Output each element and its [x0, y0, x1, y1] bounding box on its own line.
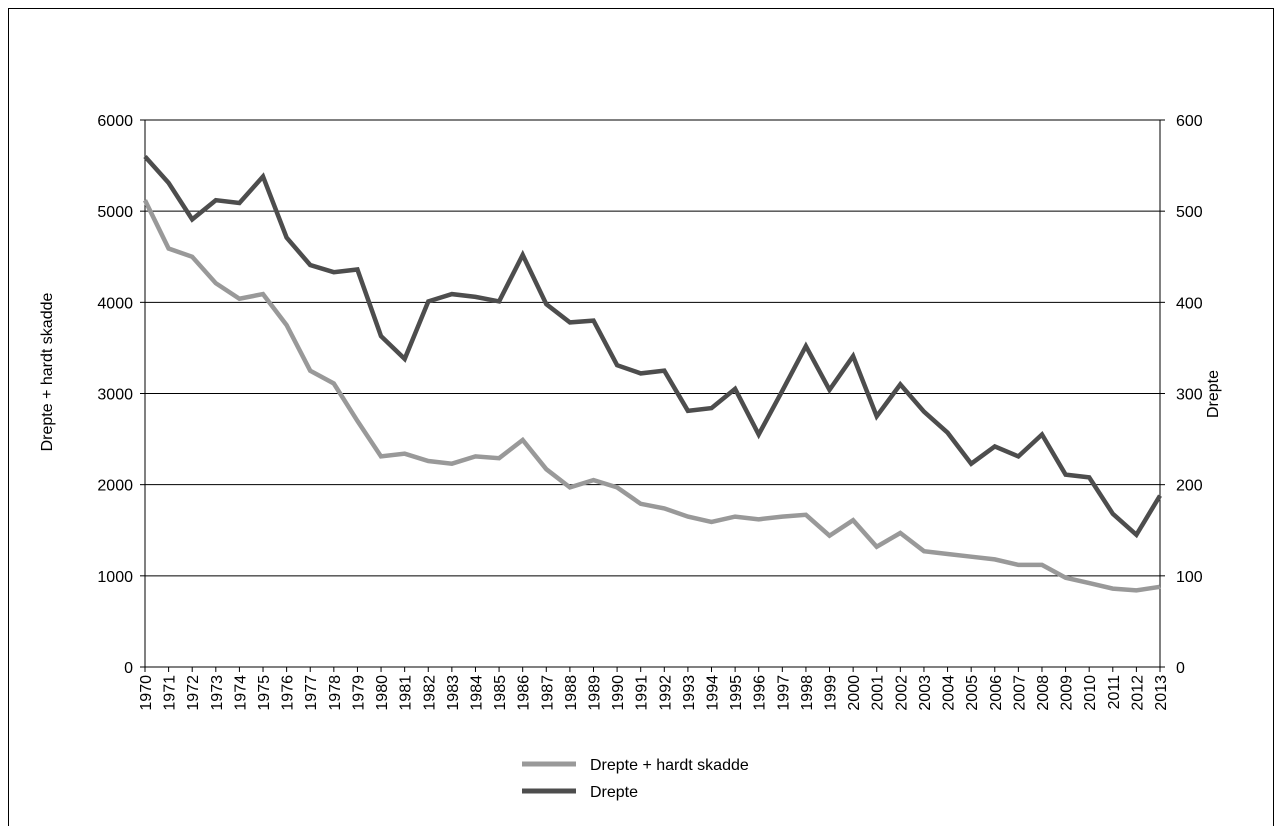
x-tick-label: 2003: [917, 675, 934, 711]
y-axis-left-label: Drepte + hardt skadde: [39, 293, 56, 452]
x-tick-label: 1976: [280, 675, 297, 711]
y-right-tick-label: 300: [1176, 387, 1203, 404]
x-tick-label: 1977: [303, 675, 320, 711]
x-tick-label: 1973: [209, 675, 226, 711]
x-tick-label: 1999: [823, 675, 840, 711]
y-left-tick-label: 5000: [97, 204, 133, 221]
x-tick-label: 1979: [350, 675, 367, 711]
x-tick-label: 2008: [1035, 675, 1052, 711]
x-tick-label: 2010: [1082, 675, 1099, 711]
series-lines: [142, 155, 1162, 593]
x-tick-label: 1974: [232, 675, 249, 711]
y-right-tick-label: 600: [1176, 113, 1203, 130]
x-tick-label: 1971: [162, 675, 179, 711]
x-tick-label: 2006: [988, 675, 1005, 711]
x-tick-label: 2005: [964, 675, 981, 711]
legend-label-series-2: Drepte: [590, 784, 638, 801]
x-tick-label: 1996: [752, 675, 769, 711]
y-right-tick-label: 500: [1176, 204, 1203, 221]
x-tick-label: 2009: [1059, 675, 1076, 711]
x-tick-label: 1988: [563, 675, 580, 711]
x-tick-label: 1989: [586, 675, 603, 711]
y-right-tick-label: 400: [1176, 295, 1203, 312]
x-tick-label: 1984: [468, 675, 485, 711]
y-left-tick-label: 0: [124, 660, 133, 677]
x-tick-label: 1983: [445, 675, 462, 711]
y-right-tick-label: 100: [1176, 569, 1203, 586]
x-tick-label: 1985: [492, 675, 509, 711]
x-tick-label: 1970: [138, 675, 155, 711]
x-tick-label: 1993: [681, 675, 698, 711]
x-tick-label: 1975: [256, 675, 273, 711]
x-tick-label: 1986: [516, 675, 533, 711]
x-tick-label: 1991: [634, 675, 651, 711]
y-left-tick-label: 2000: [97, 478, 133, 495]
x-tick-label: 2000: [846, 675, 863, 711]
x-tick-label: 1994: [705, 675, 722, 711]
y-axis-right-label: Drepte: [1205, 370, 1222, 418]
x-tick-label: 1980: [374, 675, 391, 711]
x-tick-label: 1998: [799, 675, 816, 711]
x-tick-label: 1992: [657, 675, 674, 711]
x-tick-label: 2011: [1106, 675, 1123, 710]
x-tick-label: 2013: [1153, 675, 1170, 711]
gridlines: [145, 119, 1160, 577]
x-tick-label: 1987: [539, 675, 556, 711]
y-left-tick-label: 1000: [97, 569, 133, 586]
x-tick-label: 1997: [775, 675, 792, 711]
y-left-tick-label: 4000: [97, 295, 133, 312]
x-tick-label: 1981: [398, 675, 415, 711]
tick-labels: 0 1000 2000 3000 4000 5000 6000 0 100 200 300 400 50…: [97, 113, 1202, 711]
series-line-2: [143, 155, 1162, 539]
y-right-tick-label: 200: [1176, 478, 1203, 495]
y-left-tick-label: 6000: [97, 113, 133, 130]
x-tick-label: 2001: [870, 675, 887, 711]
y-right-tick-label: 0: [1176, 660, 1185, 677]
chart-frame: [8, 8, 1274, 826]
x-tick-label: 1972: [185, 675, 202, 711]
x-tick-label: 2012: [1129, 675, 1146, 711]
legend-label-series-1: Drepte + hardt skadde: [590, 757, 749, 774]
x-tick-label: 2004: [941, 675, 958, 711]
series-line-1: [142, 199, 1161, 593]
y-left-tick-label: 3000: [97, 387, 133, 404]
x-tick-label: 1990: [610, 675, 627, 711]
x-tick-label: 2007: [1011, 675, 1028, 711]
legend: Drepte + hardt skadde Drepte: [522, 757, 749, 801]
x-tick-label: 1978: [327, 675, 344, 711]
x-tick-label: 1995: [728, 675, 745, 711]
x-tick-label: 1982: [421, 675, 438, 711]
x-tick-label: 2002: [893, 675, 910, 711]
axes: [140, 119, 1165, 672]
